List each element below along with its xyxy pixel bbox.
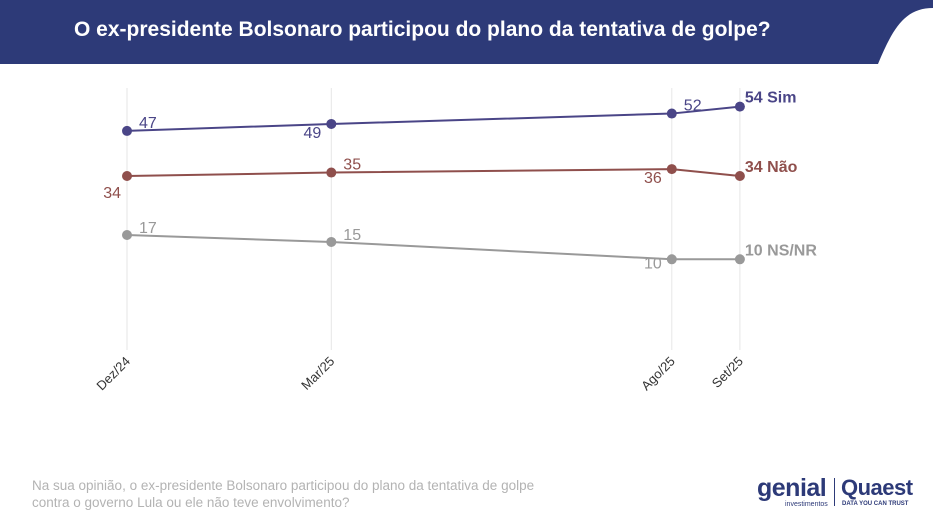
data-point <box>122 171 132 182</box>
data-point <box>734 101 745 112</box>
data-label: 35 <box>343 157 361 174</box>
question-footnote: Na sua opinião, o ex-presidente Bolsonar… <box>32 478 535 510</box>
genial-logo: genial <box>757 474 827 502</box>
data-label: 34 <box>103 185 121 202</box>
data-label: 49 <box>304 125 322 142</box>
x-tick-label: Mar/25 <box>298 354 337 393</box>
quaest-logo-subtitle: DATA YOU CAN TRUST <box>842 501 909 507</box>
series-end-label: 34 Não <box>745 159 798 176</box>
data-label: 17 <box>139 220 157 237</box>
data-label: 10 <box>644 255 662 272</box>
data-point <box>666 164 677 175</box>
series-end-label: 10 NS/NR <box>745 242 817 259</box>
data-point <box>122 230 132 241</box>
x-tick-label: Ago/25 <box>638 354 678 394</box>
data-point <box>326 236 337 247</box>
series-line-no <box>126 168 741 178</box>
data-point <box>734 171 745 182</box>
data-point <box>666 254 677 265</box>
header-banner <box>0 0 933 64</box>
x-tick-label: Set/25 <box>709 354 746 391</box>
x-tick-label: Dez/24 <box>93 354 133 394</box>
data-point <box>326 167 337 178</box>
data-point <box>666 108 677 119</box>
quaest-logo: Quaest <box>841 475 913 500</box>
data-label: 52 <box>684 98 702 115</box>
logo-divider <box>834 478 835 506</box>
genial-logo-subtitle: investimentos <box>785 501 828 508</box>
data-label: 15 <box>343 227 361 244</box>
series-line-nsnr <box>126 234 740 261</box>
line-chart: 47 49 52 54 Sim 34 35 36 34 Não 17 15 10 10 NS/NR D… <box>93 88 817 394</box>
data-point <box>734 254 745 265</box>
series-line-sim <box>126 105 741 132</box>
logos: genial investimentos Quaest DATA YOU CAN… <box>755 474 915 510</box>
data-label: 47 <box>139 115 157 132</box>
data-point <box>326 118 337 129</box>
page-title: O ex-presidente Bolsonaro participou do … <box>74 18 771 41</box>
data-point <box>122 125 132 136</box>
header-background <box>0 0 933 64</box>
series-end-label: 54 Sim <box>745 90 797 107</box>
data-label: 36 <box>644 170 662 187</box>
